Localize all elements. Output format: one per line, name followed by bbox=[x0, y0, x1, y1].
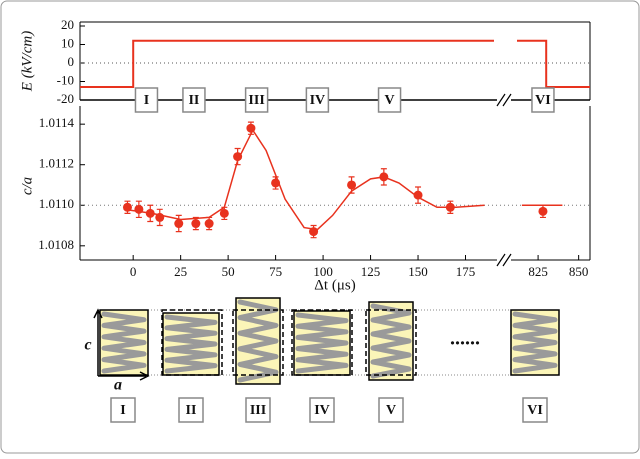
data-point bbox=[233, 152, 243, 162]
phase-label: IV bbox=[314, 403, 330, 418]
y-tick-label: 0 bbox=[68, 54, 75, 69]
y-tick-label: 10 bbox=[61, 35, 74, 50]
a-label: a bbox=[114, 377, 122, 394]
spring bbox=[101, 311, 147, 374]
phase-label: V bbox=[386, 403, 396, 418]
spring bbox=[370, 303, 412, 379]
y-axis-label: c/a bbox=[19, 177, 35, 195]
phase-box bbox=[309, 397, 335, 423]
ellipsis: ...... bbox=[450, 328, 480, 350]
phase-label: IV bbox=[310, 93, 326, 108]
phase-box bbox=[522, 397, 548, 423]
y-tick-label: 1.0108 bbox=[38, 237, 74, 252]
x-tick-label: 175 bbox=[456, 264, 476, 279]
phase-box bbox=[378, 397, 404, 423]
spring bbox=[164, 314, 218, 374]
spring bbox=[237, 299, 279, 383]
reference-cell bbox=[161, 309, 223, 376]
data-point bbox=[204, 219, 214, 229]
y-tick-label: -20 bbox=[57, 91, 74, 106]
y-tick-label: 1.0114 bbox=[39, 115, 75, 130]
data-point bbox=[379, 172, 389, 182]
break-marks bbox=[496, 93, 512, 267]
data-point bbox=[413, 190, 423, 200]
e-field-line bbox=[80, 39, 590, 88]
phase-box bbox=[178, 397, 204, 423]
x-tick-label: 75 bbox=[269, 264, 282, 279]
phase-label: VI bbox=[535, 93, 551, 108]
x-tick-label: 0 bbox=[130, 264, 137, 279]
spring bbox=[512, 311, 558, 374]
y-axis-label: E (kV/cm) bbox=[19, 31, 35, 92]
data-point bbox=[145, 208, 155, 218]
x-tick-label: 850 bbox=[569, 264, 589, 279]
phase-label: I bbox=[120, 403, 125, 418]
phase-box bbox=[134, 87, 159, 113]
phase-box bbox=[305, 87, 330, 113]
phase-label: I bbox=[144, 93, 149, 108]
data-point bbox=[174, 219, 184, 229]
phase-label: III bbox=[250, 403, 266, 418]
reference-cell bbox=[291, 309, 353, 376]
data-point bbox=[309, 227, 319, 237]
phase-box bbox=[245, 397, 271, 423]
x-tick-label: 100 bbox=[313, 264, 333, 279]
phase-label: II bbox=[186, 403, 197, 418]
x-tick-label: 150 bbox=[408, 264, 428, 279]
phase-box bbox=[531, 87, 555, 113]
x-tick-label: 125 bbox=[361, 264, 381, 279]
data-point bbox=[219, 208, 229, 218]
phase-box bbox=[182, 87, 206, 113]
x-tick-label: 25 bbox=[174, 264, 187, 279]
data-point bbox=[271, 178, 281, 188]
phase-label: VI bbox=[527, 403, 543, 418]
x-axis-label: Δt (μs) bbox=[314, 277, 355, 293]
c-arrow bbox=[93, 308, 103, 376]
data-point bbox=[347, 180, 357, 190]
data-point bbox=[122, 202, 132, 212]
y-tick-label: 20 bbox=[61, 17, 74, 32]
data-point bbox=[134, 204, 144, 214]
data-point bbox=[191, 219, 201, 229]
reference-cell bbox=[365, 309, 417, 376]
y-tick-label: 1.0110 bbox=[39, 196, 74, 211]
phase-label: V bbox=[384, 93, 394, 108]
a-arrow bbox=[98, 371, 150, 381]
data-point bbox=[445, 202, 455, 212]
phase-box bbox=[244, 87, 269, 113]
data-point bbox=[538, 206, 548, 216]
spring bbox=[295, 312, 349, 374]
c-label: c bbox=[84, 337, 91, 354]
phase-label: III bbox=[248, 93, 264, 108]
y-tick-label: -10 bbox=[57, 72, 74, 87]
y-tick-label: 1.0112 bbox=[39, 156, 74, 171]
phase-label: II bbox=[188, 93, 199, 108]
x-tick-label: 50 bbox=[222, 264, 235, 279]
phase-box bbox=[110, 397, 136, 423]
reference-cell bbox=[232, 309, 284, 376]
phase-box bbox=[377, 87, 402, 113]
data-point bbox=[246, 123, 256, 133]
x-tick-label: 825 bbox=[528, 264, 548, 279]
data-point bbox=[155, 212, 165, 222]
